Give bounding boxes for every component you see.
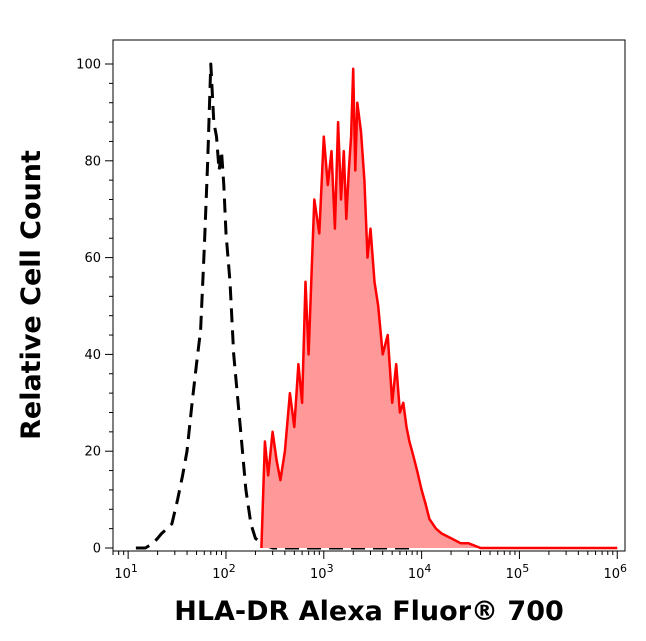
y-tick-label: 20 <box>84 445 101 460</box>
x-tick-label: 102 <box>212 562 236 582</box>
x-tick-exponent: 6 <box>620 562 627 575</box>
x-tick-label: 106 <box>603 562 627 582</box>
y-tick-label: 100 <box>76 58 101 73</box>
x-tick-base: 10 <box>114 567 131 582</box>
x-tick-base: 10 <box>506 567 523 582</box>
x-tick-exponent: 2 <box>229 562 236 575</box>
y-tick-label: 40 <box>84 348 101 363</box>
x-tick-label: 105 <box>506 562 530 582</box>
x-tick-base: 10 <box>408 567 425 582</box>
x-tick-label: 101 <box>114 562 138 582</box>
y-axis: 0 20 40 60 80 100 <box>76 58 113 557</box>
series-1-line <box>260 67 618 550</box>
plot-frame <box>112 39 626 552</box>
y-tick-label: 0 <box>93 542 101 557</box>
x-tick-base: 10 <box>603 567 620 582</box>
series-1-fill <box>261 68 618 549</box>
x-tick-base: 10 <box>310 567 327 582</box>
series-0-line <box>135 62 413 550</box>
x-tick-exponent: 4 <box>424 562 431 575</box>
x-tick-exponent: 5 <box>522 562 529 575</box>
y-tick-label: 80 <box>84 154 101 169</box>
x-tick-base: 10 <box>212 567 229 582</box>
y-tick-label: 60 <box>84 251 101 266</box>
plot-area <box>112 39 626 552</box>
x-tick-exponent: 1 <box>131 562 138 575</box>
x-tick-label: 103 <box>310 562 334 582</box>
x-axis-title: HLA-DR Alexa Fluor® 700 <box>174 596 564 627</box>
x-axis: 101 102 103 104 105 106 <box>112 551 627 582</box>
x-tick-exponent: 3 <box>327 562 334 575</box>
x-tick-label: 104 <box>408 562 432 582</box>
y-axis-title: Relative Cell Count <box>16 150 47 440</box>
